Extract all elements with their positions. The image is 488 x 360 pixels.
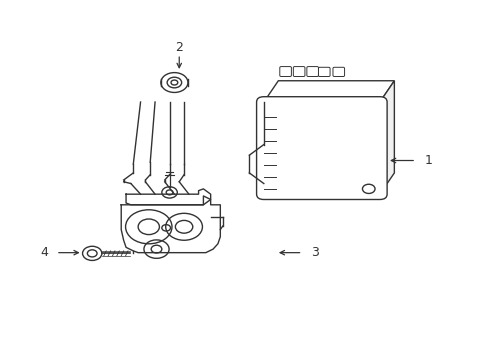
FancyBboxPatch shape [293, 67, 305, 77]
Text: 3: 3 [310, 246, 318, 259]
Polygon shape [264, 81, 393, 102]
FancyBboxPatch shape [256, 97, 386, 199]
Text: 2: 2 [175, 41, 183, 54]
Text: 1: 1 [424, 154, 431, 167]
FancyBboxPatch shape [332, 67, 344, 77]
Polygon shape [379, 81, 393, 194]
Text: 4: 4 [40, 246, 48, 259]
FancyBboxPatch shape [318, 67, 329, 77]
FancyBboxPatch shape [279, 67, 291, 77]
FancyBboxPatch shape [306, 67, 318, 77]
